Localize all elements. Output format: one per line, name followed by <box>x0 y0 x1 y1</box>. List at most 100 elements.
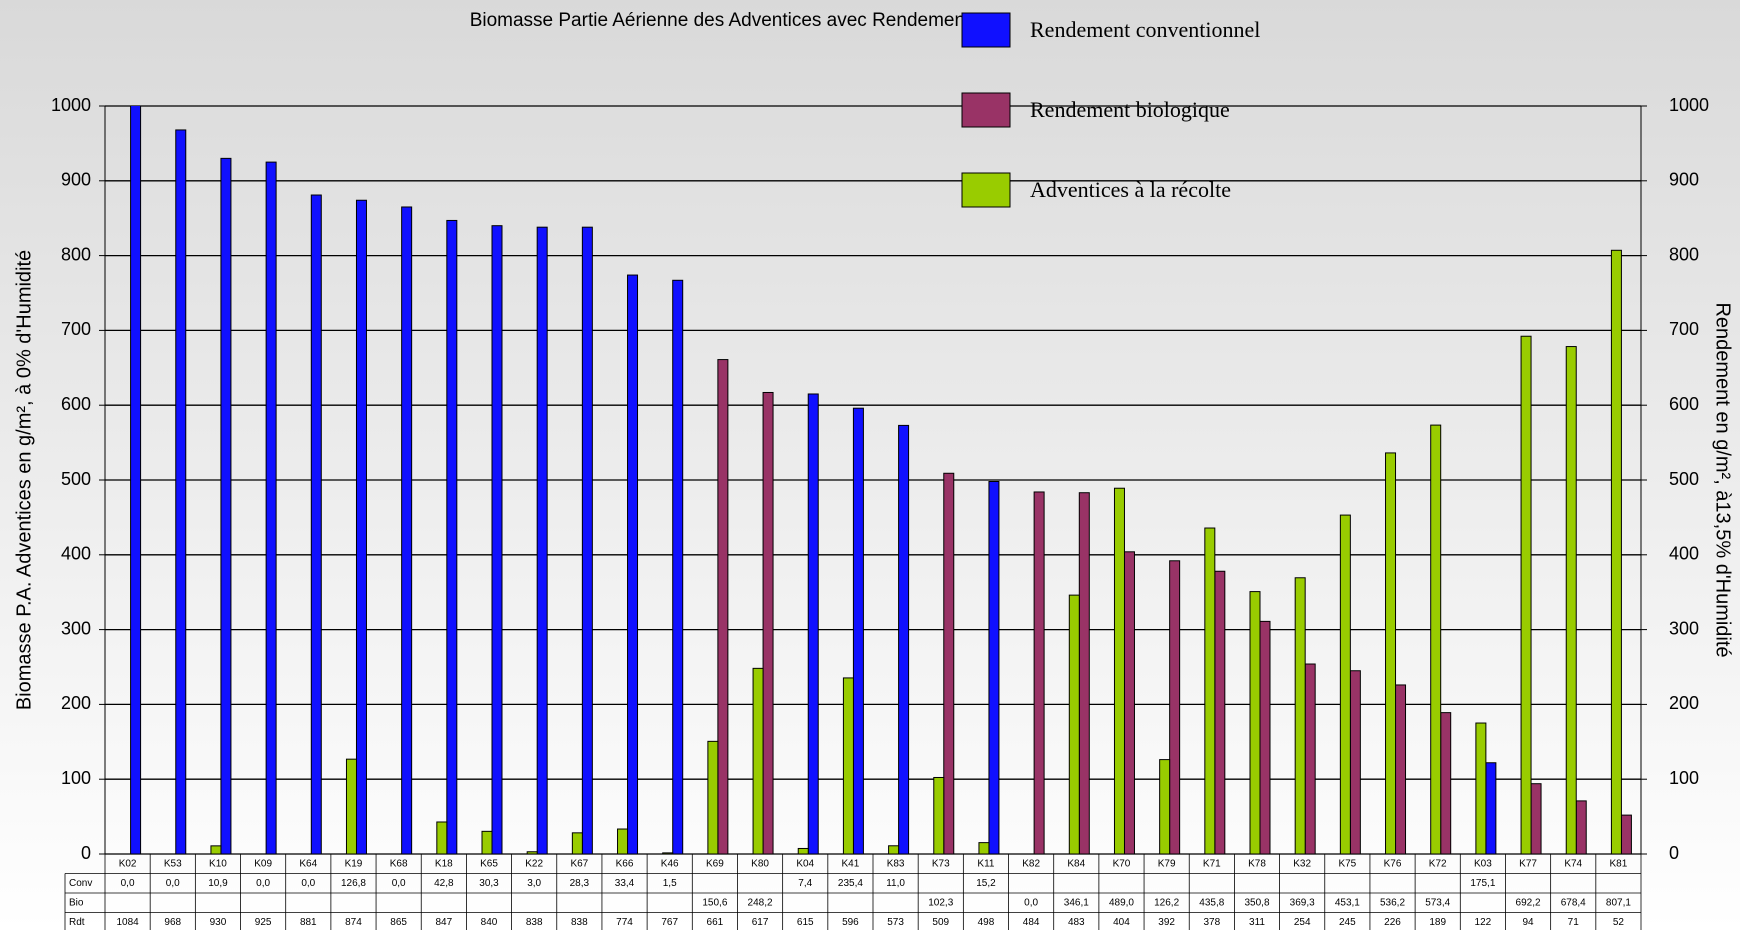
x-tick-label: K46 <box>661 858 679 869</box>
legend-label: Rendement biologique <box>1030 97 1230 122</box>
bar <box>175 129 187 854</box>
bar <box>1610 249 1622 854</box>
table-cell: 245 <box>1339 917 1356 928</box>
y-tick-label: 200 <box>61 693 91 713</box>
table-cell: 15,2 <box>976 878 996 889</box>
bar <box>752 667 764 854</box>
x-tick-label: K74 <box>1564 858 1582 869</box>
bar <box>1475 722 1487 854</box>
table-cell: 226 <box>1384 917 1401 928</box>
bar <box>1395 684 1407 854</box>
x-tick-label: K64 <box>299 858 317 869</box>
table-cell: 435,8 <box>1199 897 1224 908</box>
y2-tick-label: 400 <box>1669 544 1699 564</box>
bar <box>888 845 900 854</box>
x-tick-label: K65 <box>480 858 498 869</box>
table-cell: 483 <box>1068 917 1085 928</box>
bar <box>1339 514 1351 854</box>
table-cell: 0,0 <box>392 878 406 889</box>
y-tick-label: 0 <box>81 843 91 863</box>
y2-tick-label: 600 <box>1669 394 1699 414</box>
table-cell: 838 <box>526 917 543 928</box>
table-cell: 392 <box>1158 917 1175 928</box>
x-tick-label: K83 <box>887 858 905 869</box>
bar <box>581 226 593 854</box>
bar <box>446 219 458 854</box>
x-tick-label: K71 <box>1203 858 1221 869</box>
table-cell: 28,3 <box>570 878 590 889</box>
table-cell: 573 <box>887 917 904 928</box>
bar <box>717 359 729 854</box>
bar <box>1033 491 1045 854</box>
table-cell: 189 <box>1429 917 1446 928</box>
table-cell: 881 <box>300 917 317 928</box>
x-tick-label: K66 <box>616 858 634 869</box>
table-cell: 10,9 <box>208 878 228 889</box>
table-cell: 615 <box>797 917 814 928</box>
table-cell: 489,0 <box>1109 897 1134 908</box>
x-tick-label: K19 <box>345 858 363 869</box>
table-cell: 7,4 <box>798 878 812 889</box>
bar <box>1430 424 1442 854</box>
table-cell: 596 <box>842 917 859 928</box>
bar <box>1565 346 1577 854</box>
x-tick-label: K02 <box>119 858 137 869</box>
bar <box>491 225 503 854</box>
table-cell: 102,3 <box>928 897 953 908</box>
y2-axis-label: Rendement en g/m², à13,5% d'Humidité <box>1712 302 1734 657</box>
bar <box>1249 591 1261 854</box>
bar <box>627 274 639 854</box>
table-cell: 71 <box>1568 917 1580 928</box>
table-cell: 1084 <box>116 917 139 928</box>
table-cell: 838 <box>571 917 588 928</box>
bar <box>481 830 493 854</box>
y2-tick-label: 500 <box>1669 469 1699 489</box>
x-tick-label: K76 <box>1384 858 1402 869</box>
bar <box>1259 620 1271 854</box>
y2-tick-label: 800 <box>1669 244 1699 264</box>
bar <box>1440 712 1452 854</box>
x-tick-label: K68 <box>390 858 408 869</box>
table-cell: 0,0 <box>256 878 270 889</box>
x-tick-label: K77 <box>1519 858 1537 869</box>
table-cell: 311 <box>1249 917 1265 928</box>
bar <box>842 677 854 854</box>
table-cell: 807,1 <box>1606 897 1631 908</box>
x-tick-label: K22 <box>525 858 543 869</box>
x-tick-label: K70 <box>1113 858 1131 869</box>
legend-label: Adventices à la récolte <box>1030 177 1231 202</box>
table-cell: 11,0 <box>886 878 905 889</box>
table-row-label: Rdt <box>69 917 85 928</box>
table-cell: 94 <box>1522 917 1534 928</box>
bar <box>220 157 232 854</box>
table-cell: 404 <box>1113 917 1130 928</box>
bar <box>1159 759 1171 854</box>
table-cell: 369,3 <box>1290 897 1315 908</box>
bar <box>978 842 990 854</box>
x-tick-label: K79 <box>1158 858 1176 869</box>
table-cell: 0,0 <box>166 878 180 889</box>
y-tick-label: 800 <box>61 244 91 264</box>
bar <box>943 472 955 854</box>
y-tick-label: 900 <box>61 170 91 190</box>
bar <box>1169 560 1181 854</box>
y2-tick-label: 200 <box>1669 693 1699 713</box>
x-tick-label: K80 <box>751 858 769 869</box>
table-cell: 509 <box>932 917 949 928</box>
table-cell: 30,3 <box>479 878 499 889</box>
x-tick-label: K11 <box>977 858 994 869</box>
y-tick-label: 100 <box>61 768 91 788</box>
table-cell: 0,0 <box>1024 897 1038 908</box>
x-tick-label: K67 <box>570 858 588 869</box>
y-tick-label: 1000 <box>51 95 91 115</box>
y-tick-label: 300 <box>61 618 91 638</box>
table-cell: 175,1 <box>1470 878 1495 889</box>
table-cell: 925 <box>255 917 272 928</box>
bar <box>1349 670 1361 854</box>
x-tick-label: K10 <box>209 858 227 869</box>
y-axis-label: Biomasse P.A. Adventices en g/m², à 0% d… <box>13 250 35 710</box>
y2-tick-label: 0 <box>1669 843 1679 863</box>
legend-swatch <box>961 172 1011 208</box>
x-tick-label: K04 <box>796 858 814 869</box>
